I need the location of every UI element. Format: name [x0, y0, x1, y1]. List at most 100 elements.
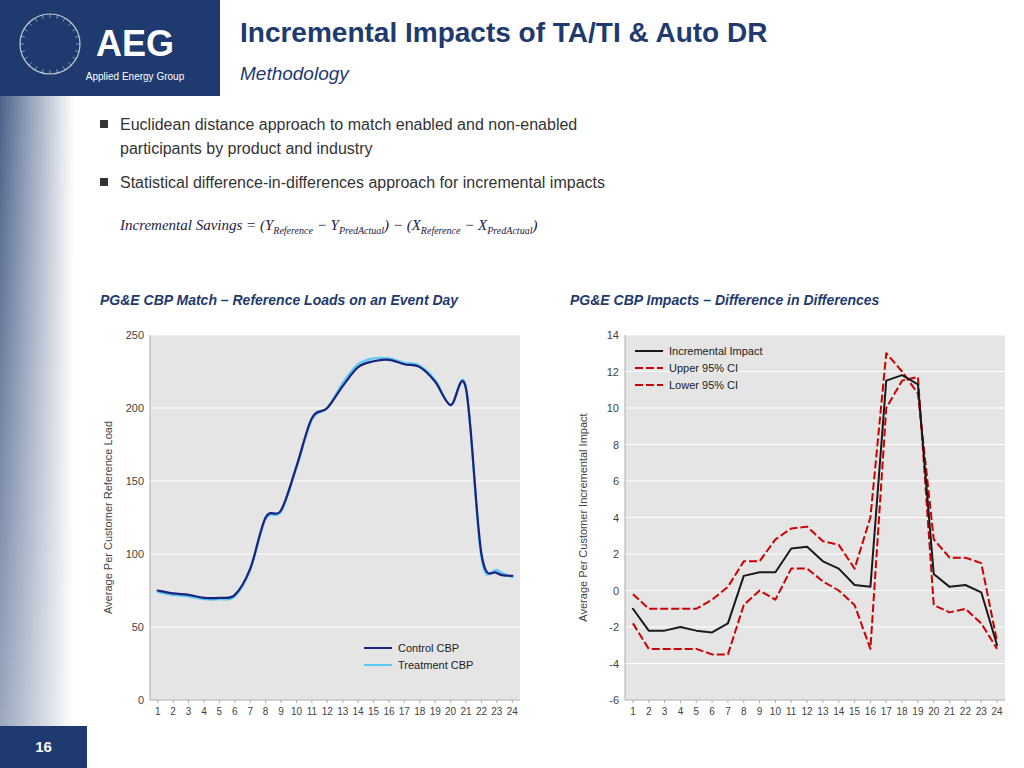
grid-line	[625, 517, 1005, 518]
y-tick-label: 200	[126, 402, 144, 414]
y-tick-label: -4	[609, 658, 619, 670]
subtitle: Methodology	[240, 63, 350, 84]
grid-line	[625, 481, 1005, 482]
logo-tick	[21, 36, 25, 37]
y-tick-label: 12	[607, 366, 619, 378]
x-tick-label: 12	[322, 706, 334, 717]
logo-tick	[73, 57, 76, 59]
x-tick-label: 3	[662, 706, 668, 717]
formula-part: − Y	[313, 217, 341, 233]
logo-text: AEG	[96, 23, 174, 64]
x-tick-label: 13	[337, 706, 349, 717]
title: Incremental Impacts of TA/TI & Auto DR	[240, 17, 767, 48]
x-tick-label: 16	[865, 706, 877, 717]
y-tick-label: 150	[126, 475, 144, 487]
y-tick-label: 14	[607, 329, 619, 341]
logo-tick	[68, 23, 71, 26]
x-tick-label: 3	[186, 706, 192, 717]
x-tick-label: 5	[217, 706, 223, 717]
x-tick-label: 8	[263, 706, 269, 717]
x-tick-label: 14	[833, 706, 845, 717]
side-strip-fade	[0, 0, 87, 768]
formula-subscript: PredActual	[338, 225, 384, 236]
logo-tick	[76, 44, 80, 45]
series-line	[633, 375, 997, 645]
logo-tick	[21, 51, 25, 52]
logo-tick	[50, 70, 51, 74]
chart: PG&E CBP Match – Reference Loads on an E…	[100, 292, 520, 717]
plot-background	[150, 335, 520, 700]
x-tick-label: 19	[430, 706, 442, 717]
y-tick-label: 0	[613, 585, 619, 597]
legend: Incremental Impact Upper 95% CI Lower 95% …	[635, 345, 763, 391]
logo-circle	[20, 14, 80, 74]
chart-title: PG&E CBP Match – Reference Loads on an E…	[100, 292, 459, 308]
grid-line	[625, 590, 1005, 591]
logo-tick	[75, 51, 79, 52]
grid-line	[625, 663, 1005, 664]
legend-swatch	[635, 350, 663, 352]
formula-part: ) − (X	[383, 217, 422, 234]
grid-line	[625, 335, 1005, 336]
x-tick-label: 13	[817, 706, 829, 717]
y-tick-label: 4	[613, 512, 619, 524]
logo-tick	[20, 44, 24, 45]
legend-label: Treatment CBP	[398, 659, 473, 671]
y-axis-label: Average Per Customer Incremental Impact	[577, 413, 589, 621]
plot-area	[158, 358, 513, 600]
y-tick-label: 50	[132, 621, 144, 633]
formula-subscript: PredActual	[486, 225, 532, 236]
grid-line	[625, 700, 1005, 701]
x-tick-label: 4	[201, 706, 207, 717]
logo-tick	[63, 67, 65, 70]
legend-swatch	[635, 384, 663, 386]
legend-label: Incremental Impact	[669, 345, 763, 357]
background	[0, 0, 1024, 768]
y-tick-label: -2	[609, 621, 619, 633]
y-tick-label: 6	[613, 475, 619, 487]
bullet-text: participants by product and industry	[120, 140, 373, 157]
x-tick-label: 1	[155, 706, 161, 717]
x-tick-label: 11	[307, 706, 318, 717]
x-tick-label: 15	[849, 706, 861, 717]
x-tick-label: 1	[630, 706, 636, 717]
bullet-text: Statistical difference-in-differences ap…	[120, 174, 605, 191]
logo-subtitle: Applied Energy Group	[86, 71, 185, 82]
grid-line	[150, 481, 520, 482]
plot-area	[633, 353, 997, 654]
y-tick-label: 10	[607, 402, 619, 414]
side-strip	[0, 0, 87, 768]
x-axis	[625, 700, 1005, 701]
series-line	[633, 377, 997, 654]
y-tick-label: 100	[126, 548, 144, 560]
y-axis-label: Average Per Customer Reference Load	[102, 421, 114, 614]
x-tick-label: 16	[383, 706, 395, 717]
logo-tick	[75, 36, 79, 37]
logo-block	[0, 0, 220, 96]
bullet-marker	[100, 120, 108, 128]
x-axis	[150, 700, 520, 701]
slide-number: 16	[35, 738, 52, 755]
logo-tick	[57, 15, 58, 19]
x-tick-label: 17	[399, 706, 411, 717]
x-tick-label: 2	[170, 706, 176, 717]
logo-tick	[35, 67, 37, 70]
legend-label: Upper 95% CI	[669, 362, 738, 374]
x-tick-label: 21	[944, 706, 956, 717]
slide: AEG Applied Energy Group Incremental Impac…	[0, 0, 1024, 768]
x-tick-label: 18	[414, 706, 426, 717]
legend-label: Lower 95% CI	[669, 379, 738, 391]
x-tick-label: 22	[960, 706, 972, 717]
series-line	[158, 358, 513, 600]
x-tick-label: 10	[770, 706, 782, 717]
slide-number-box	[0, 726, 87, 768]
formula-part: )	[531, 217, 537, 234]
x-tick-label: 24	[992, 706, 1004, 717]
legend: Control CBPTreatment CBP	[364, 642, 473, 671]
grid-line	[150, 554, 520, 555]
logo-tick	[73, 29, 76, 31]
logo-tick	[29, 62, 32, 65]
x-tick-label: 18	[897, 706, 909, 717]
logo-tick	[29, 23, 32, 26]
x-tick-label: 6	[232, 706, 238, 717]
